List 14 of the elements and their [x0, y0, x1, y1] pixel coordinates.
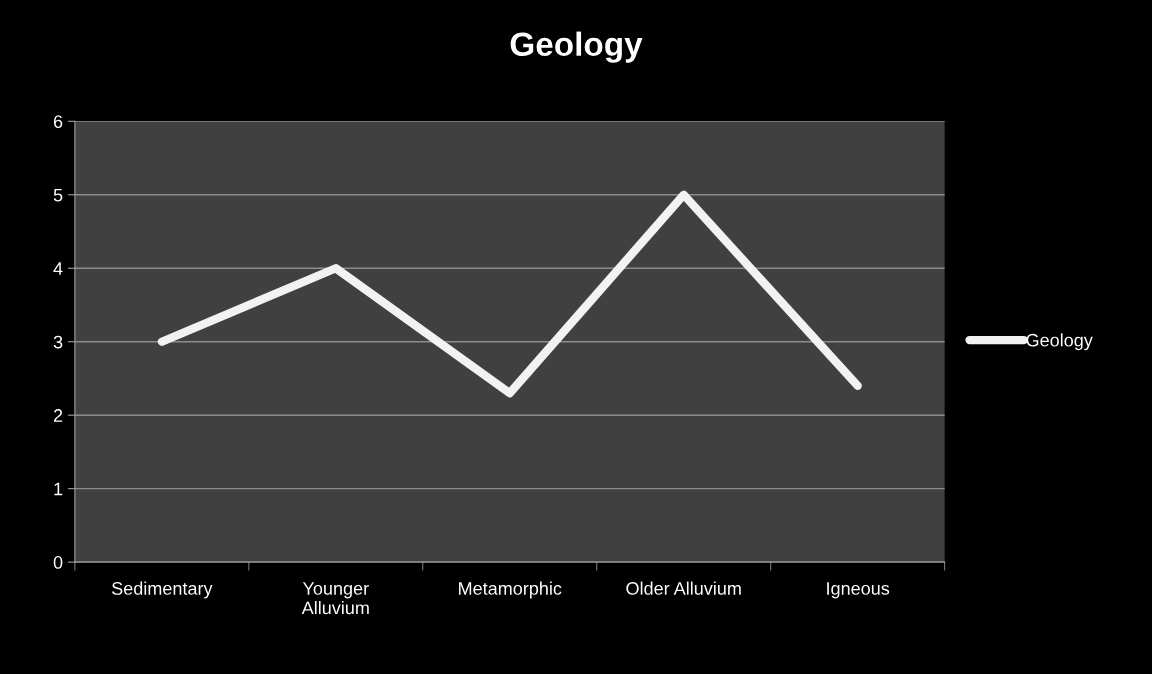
y-tick-label: 2	[53, 409, 63, 422]
y-tick-label: 3	[53, 335, 63, 349]
x-tick-label: Igneous	[827, 582, 890, 599]
legend-label: Geology	[1026, 333, 1093, 351]
x-tick-label: Older Alluvium	[626, 581, 741, 595]
y-tick-label: 6	[53, 115, 63, 129]
y-tick-label: 0	[53, 556, 63, 569]
chart-title: Geology	[510, 31, 643, 63]
y-tick-label: 5	[53, 188, 63, 202]
x-tick-label: Sedimentary	[112, 581, 213, 599]
x-tick-label: Younger Alluvium	[301, 582, 369, 615]
y-tick-label: 1	[54, 482, 63, 496]
y-tick-label: 4	[53, 262, 63, 275]
x-tick-label: Metamorphic	[459, 581, 562, 599]
